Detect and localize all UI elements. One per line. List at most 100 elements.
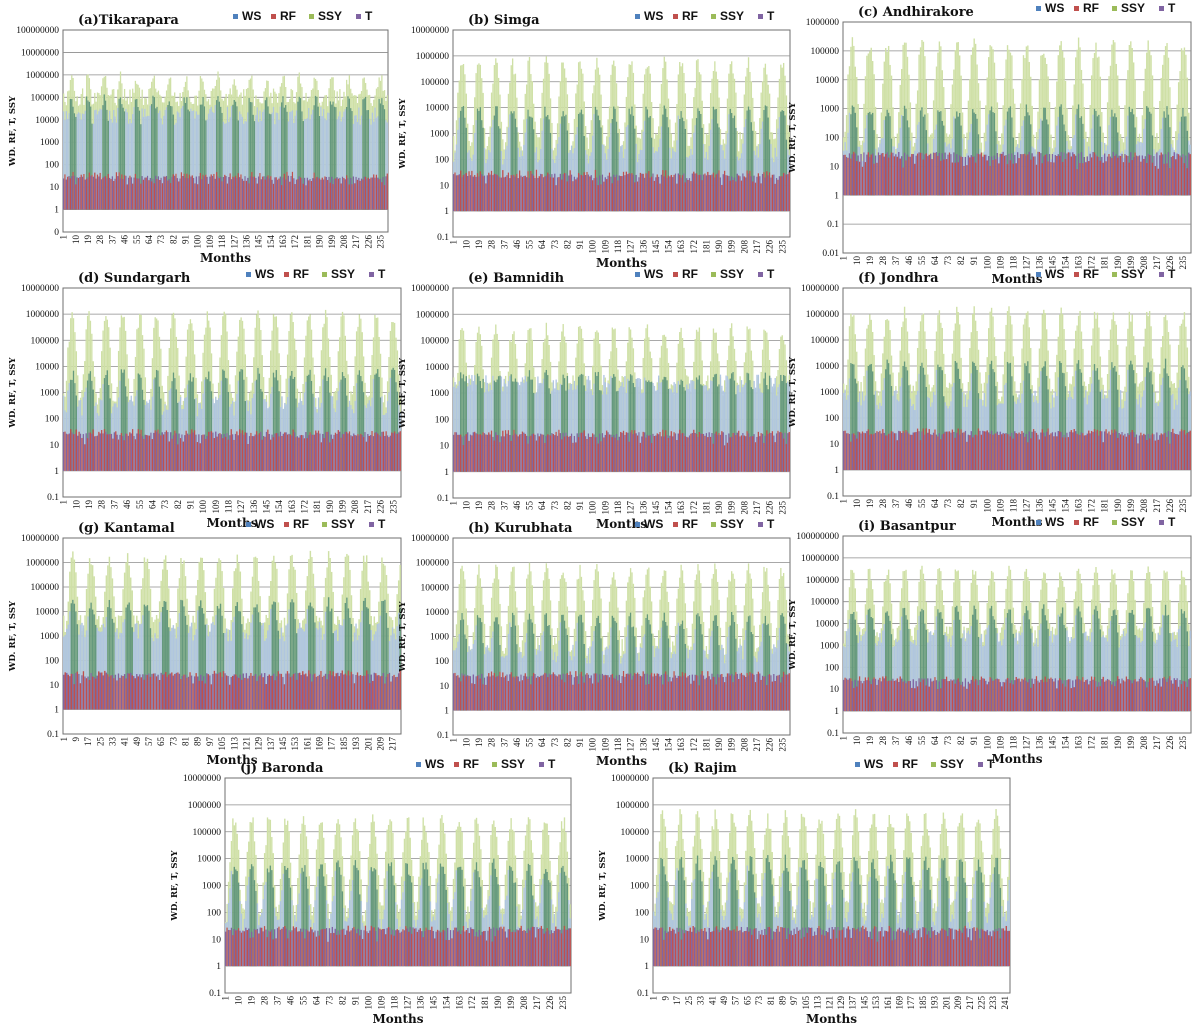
t-bar [500,436,503,472]
rf-bar [496,435,498,472]
rf-bar [645,437,647,472]
rf-bar [379,436,382,471]
ws-bar [711,119,713,212]
ws-bar [544,106,546,212]
t-bar [350,177,352,210]
legend-swatch-rf [673,272,678,277]
x-tick-label: 28 [487,501,497,511]
ws-bar [1043,107,1045,196]
t-bar [336,433,338,471]
t-bar [562,174,564,212]
t-bar [733,432,736,472]
rf-bar [870,154,872,196]
t-bar [576,433,578,472]
rf-bar [530,170,532,212]
ws-bar [555,379,557,472]
ws-bar [973,112,975,196]
ws-bar [391,369,393,471]
t-bar [666,435,668,472]
legend-label-rf: RF [280,9,296,23]
ws-bar [267,106,269,210]
t-bar [497,176,500,212]
t-bar [540,433,542,472]
x-tick-label: 154 [1061,256,1071,270]
ws-bar [160,118,162,210]
ws-bar [660,382,663,472]
t-bar [860,433,862,470]
x-tick-label: 208 [339,235,349,249]
ws-bar [951,386,954,470]
ws-bar [63,111,65,210]
ws-bar [780,111,782,212]
rf-bar [261,439,263,471]
rf-bar [331,438,334,471]
ws-bar [464,117,466,212]
t-bar [618,436,621,472]
ws-bar [343,376,345,471]
rf-bar [1085,435,1087,470]
ws-bar [106,370,108,471]
t-bar [1086,433,1088,470]
x-tick-label: 118 [217,235,227,249]
t-bar [472,432,474,472]
t-bar [895,154,897,196]
rf-bar [70,429,72,471]
x-tick-label: 181 [701,501,711,515]
ws-bar [702,385,705,472]
rf-bar [754,182,757,212]
rf-bar [343,177,345,210]
rf-bar [847,157,849,196]
rf-bar [983,431,986,470]
x-tick-label: 208 [1139,499,1149,513]
t-bar [226,433,228,471]
ws-bar [1077,104,1080,196]
y-tick-label: 100000 [811,336,840,346]
ws-bar [272,106,275,210]
bars-d [63,309,401,471]
ws-bar [326,380,328,471]
y-tick-label: 10 [50,441,60,451]
ws-bar [780,374,782,472]
rf-bar [954,437,957,470]
x-tick-label: 181 [701,240,711,254]
ws-bar [527,109,529,212]
x-tick-label: 82 [956,499,966,508]
legend-swatch-rf [271,14,276,19]
t-bar [1083,157,1086,196]
rf-bar [1172,428,1174,470]
x-tick-label: 226 [363,235,373,249]
y-tick-label: 1000000 [416,310,450,320]
ws-bar [659,383,661,472]
t-bar [301,178,303,210]
rf-bar [207,183,210,210]
ws-bar [177,626,179,710]
rf-bar [479,171,482,212]
t-bar [548,174,550,212]
ws-bar [469,384,472,472]
t-bar [582,432,584,472]
ws-bar [943,396,945,470]
rf-bar [462,445,465,472]
ws-bar [69,611,71,710]
legend-label-ws: WS [242,9,261,23]
ws-bar [577,113,580,212]
x-tick-label: 217 [1152,499,1162,513]
rf-bar [670,174,672,212]
t-bar [1182,431,1184,470]
t-bar [130,433,132,471]
rf-bar [284,432,286,471]
t-bar [607,175,609,212]
rf-bar [902,167,904,196]
ws-bar [1127,369,1129,470]
legend-label-t: T [378,267,386,281]
t-bar [773,174,775,212]
ws-bar [153,379,155,471]
ws-bar [771,386,774,472]
t-bar [355,176,357,210]
ws-bar [869,364,871,470]
rf-bar [196,442,199,471]
t-bar [222,177,225,210]
rf-bar [103,429,106,471]
t-bar [1034,431,1036,470]
t-bar [178,433,180,471]
